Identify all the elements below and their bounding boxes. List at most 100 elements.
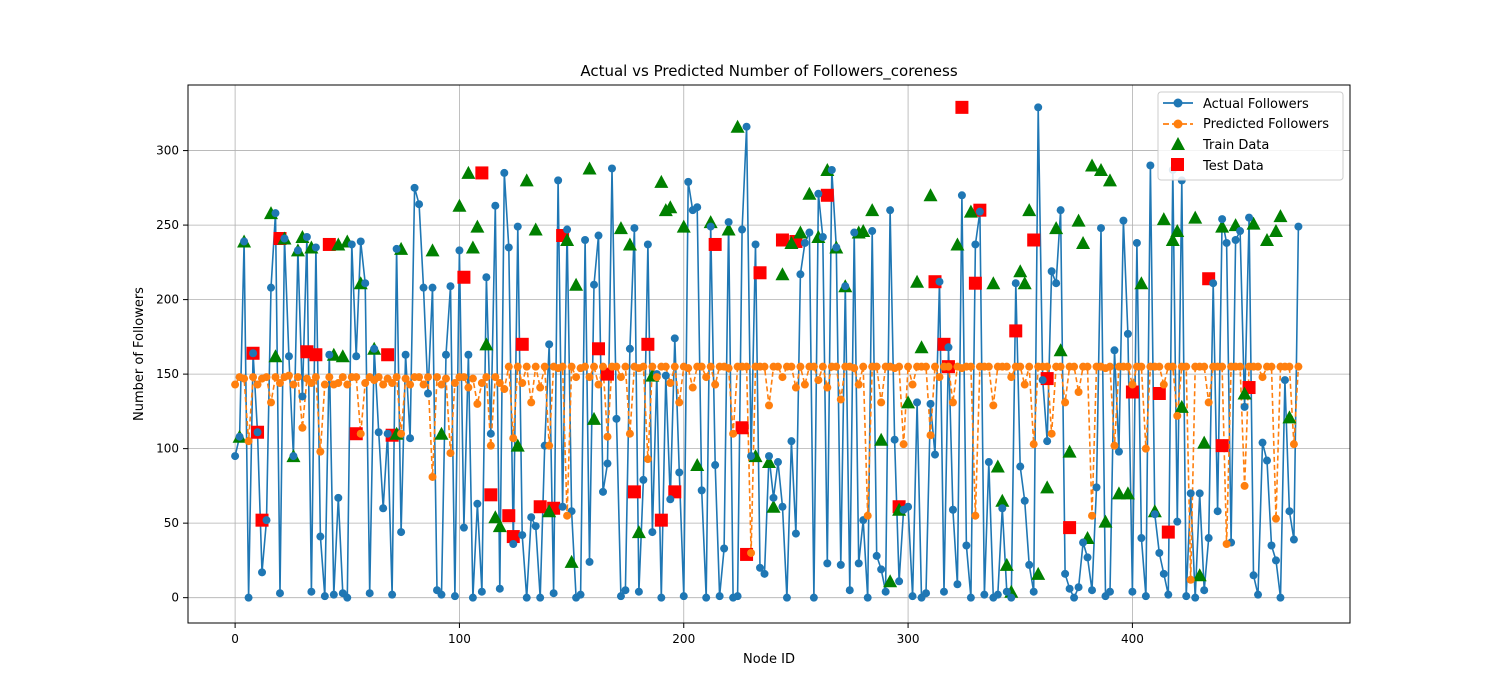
predicted-followers-point — [424, 373, 433, 382]
actual-followers-point — [1182, 592, 1191, 601]
actual-followers-point — [1047, 267, 1056, 276]
train-data-point — [1188, 210, 1203, 224]
train-data-point — [461, 165, 476, 179]
actual-followers-point — [284, 352, 293, 361]
predicted-followers-point — [513, 362, 522, 371]
predicted-followers-point — [1182, 362, 1191, 371]
actual-followers-point — [634, 587, 643, 596]
actual-followers-point — [702, 593, 711, 602]
train-data-point — [999, 557, 1014, 571]
actual-followers-point — [684, 177, 693, 186]
train-data-point — [1022, 203, 1037, 217]
predicted-followers-point — [621, 362, 630, 371]
actual-followers-point — [379, 504, 388, 513]
train-data-point — [1053, 343, 1068, 357]
predicted-followers-point — [1236, 362, 1245, 371]
actual-followers-point — [464, 350, 473, 359]
predicted-followers-point — [675, 398, 684, 407]
actual-followers-point — [661, 371, 670, 380]
train-data-point — [1197, 435, 1212, 449]
actual-followers-point — [607, 164, 616, 173]
actual-followers-point — [549, 589, 558, 598]
predicted-followers-point — [872, 362, 881, 371]
actual-followers-point — [1070, 593, 1079, 602]
actual-followers-point — [536, 593, 545, 602]
actual-followers-point — [908, 592, 917, 601]
train-data-point — [1102, 173, 1117, 187]
test-data-point — [592, 342, 606, 356]
test-data-point — [475, 166, 489, 180]
legend-predicted-label: Predicted Followers — [1203, 117, 1329, 132]
actual-followers-point — [1016, 462, 1025, 471]
actual-followers-point — [491, 201, 500, 210]
predicted-followers-point — [796, 362, 805, 371]
actual-followers-point — [657, 593, 666, 602]
train-data-point — [901, 395, 916, 409]
actual-followers-point — [765, 452, 773, 461]
test-data-point — [627, 485, 641, 499]
train-data-point — [492, 519, 507, 533]
actual-followers-point — [1200, 586, 1209, 595]
actual-followers-point — [231, 452, 240, 461]
actual-followers-point — [392, 244, 401, 253]
actual-followers-point — [868, 227, 877, 236]
actual-followers-point — [1052, 279, 1061, 288]
predicted-followers-point — [1186, 575, 1195, 584]
train-data-point — [1120, 486, 1135, 500]
predicted-followers-point — [643, 455, 652, 464]
actual-followers-point — [401, 350, 410, 359]
predicted-followers-point — [468, 374, 477, 383]
actual-followers-point — [1061, 569, 1070, 578]
train-data-point — [1017, 276, 1032, 290]
predicted-followers-point — [814, 376, 823, 385]
predicted-followers-point — [343, 380, 352, 389]
predicted-followers-point — [293, 373, 302, 382]
train-data-point — [479, 337, 494, 351]
train-data-point — [1085, 158, 1100, 172]
predicted-followers-point — [459, 373, 468, 382]
actual-followers-point — [302, 233, 311, 242]
actual-followers-point — [845, 586, 854, 595]
predicted-followers-point — [379, 380, 388, 389]
actual-followers-point — [527, 513, 536, 522]
predicted-followers-point — [773, 362, 782, 371]
train-data-point — [1013, 264, 1028, 278]
predicted-followers-point — [1088, 511, 1097, 520]
test-data-point — [533, 500, 547, 514]
train-data-point — [582, 161, 597, 175]
predicted-followers-point — [1029, 440, 1038, 449]
legend: Actual Followers Predicted Followers Tra… — [1157, 91, 1344, 181]
predicted-followers-point — [666, 379, 675, 388]
predicted-followers-point — [388, 379, 397, 388]
actual-followers-point — [594, 231, 603, 240]
actual-followers-point — [832, 243, 841, 252]
train-data-point — [721, 222, 736, 236]
legend-actual-label: Actual Followers — [1203, 97, 1309, 112]
predicted-followers-point — [989, 401, 998, 410]
actual-followers-point — [1164, 590, 1173, 599]
x-tick-label: 200 — [672, 632, 695, 646]
train-data-point — [1071, 213, 1086, 227]
actual-followers-point — [1263, 456, 1271, 465]
predicted-followers-point — [540, 362, 549, 371]
predicted-followers-point — [625, 429, 634, 438]
actual-followers-point — [504, 243, 513, 252]
actual-followers-point — [581, 235, 590, 244]
actual-followers-point — [518, 531, 527, 540]
actual-followers-point — [298, 392, 307, 401]
actual-followers-point — [782, 593, 791, 602]
test-data-point — [668, 485, 682, 499]
actual-followers-point — [1249, 571, 1258, 580]
predicted-followers-point — [648, 362, 657, 371]
predicted-followers-point — [500, 385, 509, 394]
actual-followers-point — [455, 246, 464, 255]
predicted-followers-point — [267, 398, 275, 407]
actual-followers-point — [643, 240, 652, 249]
actual-followers-point — [1097, 224, 1105, 233]
actual-followers-point — [289, 452, 298, 461]
actual-followers-point — [370, 344, 379, 353]
predicted-followers-point — [253, 380, 262, 389]
predicted-followers-point — [486, 441, 495, 450]
predicted-followers-point — [1222, 540, 1231, 549]
actual-followers-point — [904, 502, 913, 511]
